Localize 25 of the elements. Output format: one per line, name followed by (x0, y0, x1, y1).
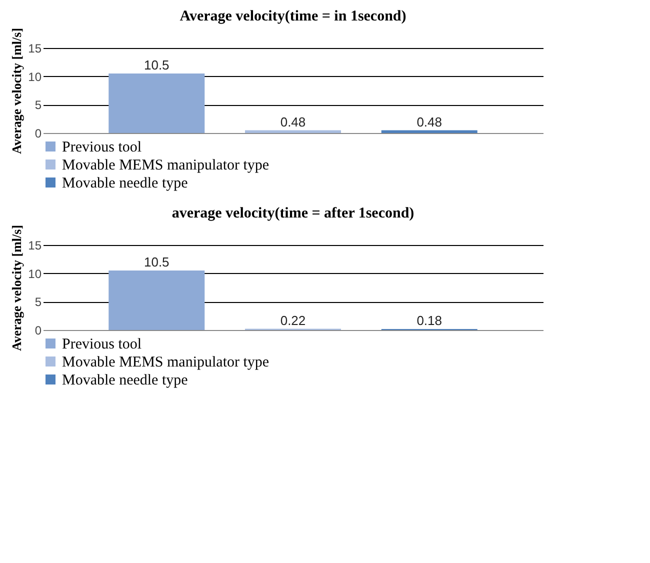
data-label: 10.5 (144, 254, 170, 270)
y-tick-label: 10 (28, 266, 42, 281)
legend-label: Previous tool (62, 336, 142, 352)
legend-label: Movable needle type (62, 176, 188, 192)
bar (108, 270, 205, 330)
data-label: 0.48 (416, 114, 442, 130)
y-tick-label: 5 (34, 98, 42, 112)
data-label: 0.48 (280, 114, 306, 130)
data-label: 10.5 (144, 58, 170, 72)
y-tick-label: 15 (28, 238, 42, 252)
y-tick-label: 0 (34, 126, 42, 140)
data-label: 0.18 (416, 312, 442, 328)
y-tick-label: 5 (34, 295, 42, 310)
legend-label: Movable needle type (62, 372, 188, 388)
y-axis-title: Average velocity [ml/s] (9, 224, 24, 352)
legend-label: Movable MEMS manipulator type (62, 354, 270, 370)
legend-label: Previous tool (62, 140, 142, 156)
y-tick-label: 10 (28, 70, 42, 84)
y-axis-title: Average velocity [ml/s] (9, 28, 24, 154)
y-tick-label: 0 (34, 324, 42, 338)
chart-title: average velocity(time = after 1second) (172, 205, 414, 222)
y-tick-label: 15 (28, 42, 42, 56)
legend-label: Movable MEMS manipulator type (62, 158, 270, 174)
data-label: 0.22 (280, 312, 306, 328)
chart-title: Average velocity(time = in 1second) (180, 8, 406, 24)
